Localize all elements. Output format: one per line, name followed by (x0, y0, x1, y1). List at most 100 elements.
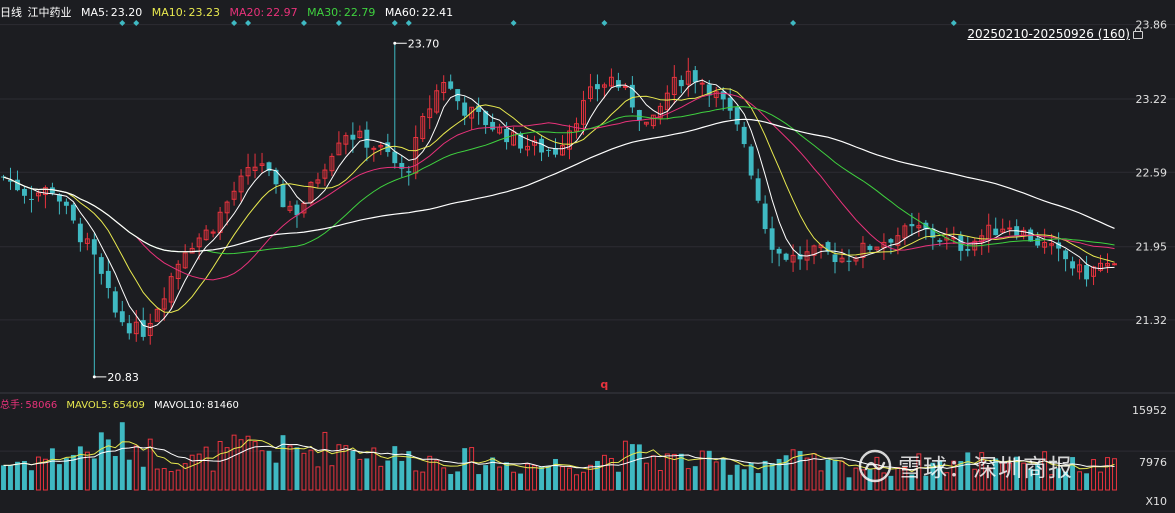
volume-bar (727, 474, 733, 490)
candle-body (1077, 264, 1083, 273)
volume-bar (22, 460, 27, 490)
candle-body (650, 114, 656, 127)
candle-body (168, 276, 174, 303)
volume-bar (1105, 457, 1110, 491)
ma10-label: MA10: (151, 6, 187, 19)
volume-bar (846, 477, 852, 490)
volume-bar (84, 451, 90, 491)
candle-body (406, 171, 412, 173)
watermark: 雪球：深圳商报 (858, 448, 1073, 483)
volume-bar (965, 452, 971, 490)
volume-bar (518, 473, 524, 490)
volume-bar (1098, 471, 1103, 491)
candle-body (22, 188, 27, 196)
volume-bar (525, 463, 531, 491)
volume-bar (567, 467, 572, 491)
volume-bar (539, 466, 544, 490)
volume-bar (601, 454, 607, 491)
volume-bar (825, 459, 831, 490)
candle-body (699, 82, 705, 85)
candle-body (343, 135, 349, 145)
event-diamond-icon (133, 20, 140, 26)
volume-bar (182, 463, 188, 491)
volume-bar (874, 456, 880, 491)
candle-body (601, 84, 607, 88)
volume-bar (56, 464, 62, 490)
candle-body (266, 162, 272, 171)
ma10-line (3, 88, 1115, 313)
candle-body (909, 224, 915, 227)
low-dot (92, 375, 96, 379)
mavol5-line (3, 439, 1115, 473)
candle-body (455, 89, 461, 102)
candle-body (518, 133, 524, 149)
volume-bar (175, 469, 181, 491)
volume-bar (1007, 462, 1013, 491)
date-range-selector[interactable]: 20250210-20250926 (160) (967, 27, 1143, 41)
candle-body (98, 257, 104, 274)
candle-body (15, 179, 20, 191)
volume-bar (196, 453, 202, 491)
candle-body (1070, 261, 1076, 269)
ma5-line (3, 79, 1115, 329)
volume-bar (399, 460, 405, 490)
candle-body (252, 166, 258, 172)
candle-body (8, 180, 13, 182)
candle-body (720, 91, 726, 100)
volume-bar (699, 450, 705, 491)
volume-bar (455, 471, 461, 490)
ma-legend: 日线 江中药业 MA5: 23.20 MA10: 23.23 MA20: 22.97 … (0, 4, 455, 20)
candle-body (126, 323, 132, 334)
candle-body (259, 163, 265, 166)
volume-bar (133, 445, 139, 491)
candle-body (287, 205, 293, 211)
candle-body (1, 176, 6, 178)
volume-bar (1042, 451, 1048, 491)
volume-bar (790, 449, 796, 491)
volume-bar (818, 470, 824, 491)
volume-bar (1028, 468, 1034, 490)
lock-icon[interactable] (1133, 27, 1143, 39)
volume-bar (70, 454, 76, 490)
snowball-logo-icon (858, 449, 892, 482)
date-range-label[interactable]: 20250210-20250926 (160) (967, 27, 1130, 41)
candle-body (294, 204, 300, 216)
candle-body (364, 129, 370, 148)
volume-bar (378, 465, 384, 491)
candle-body (937, 240, 943, 242)
volume-bar (203, 446, 209, 491)
volume-bar (622, 440, 628, 491)
volume-bar (427, 455, 433, 491)
event-diamond-icon (405, 20, 412, 26)
candle-body (504, 128, 510, 143)
candle-body (706, 84, 712, 96)
volume-bar (406, 451, 412, 490)
volume-bar (783, 455, 789, 490)
candle-body (546, 149, 551, 151)
candle-body (867, 245, 873, 250)
candle-body (993, 228, 999, 236)
candle-body (1000, 228, 1006, 233)
volume-bar (63, 458, 69, 490)
volume-bar (168, 471, 174, 491)
candle-body (846, 260, 852, 262)
candle-body (797, 254, 803, 260)
volume-bar (273, 462, 279, 490)
volume-bar (615, 471, 621, 490)
stock-name: 江中药业 (27, 6, 72, 19)
volume-bar (476, 474, 482, 490)
volume-bar (993, 458, 999, 490)
mavol5-label: MAVOL5: (66, 400, 112, 411)
volume-bar (238, 439, 244, 491)
volume-bar (483, 465, 489, 490)
candle-body (511, 131, 517, 146)
volume-bar (420, 471, 426, 491)
candle-body (560, 145, 565, 156)
event-diamond-icon (335, 20, 342, 26)
volume-bar (105, 439, 111, 490)
volume-bar (266, 450, 272, 490)
candle-body (902, 225, 908, 239)
volume-bar (916, 453, 922, 491)
